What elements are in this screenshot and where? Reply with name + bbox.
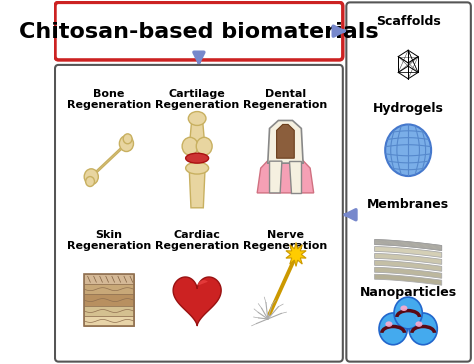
Polygon shape xyxy=(286,242,306,266)
FancyBboxPatch shape xyxy=(55,3,343,60)
Circle shape xyxy=(86,177,94,186)
Polygon shape xyxy=(197,280,208,286)
Bar xyxy=(84,316,134,326)
Polygon shape xyxy=(374,267,442,278)
Text: Hydrogels: Hydrogels xyxy=(373,102,444,115)
Text: Skin
Regeneration: Skin Regeneration xyxy=(67,230,151,251)
Text: Nanoparticles: Nanoparticles xyxy=(360,286,457,298)
Polygon shape xyxy=(270,161,282,193)
Ellipse shape xyxy=(186,153,209,163)
Text: Chitosan-based biomaterials: Chitosan-based biomaterials xyxy=(19,22,379,42)
FancyBboxPatch shape xyxy=(346,3,471,361)
Polygon shape xyxy=(374,240,442,250)
Polygon shape xyxy=(189,168,205,208)
Bar xyxy=(84,274,134,326)
Ellipse shape xyxy=(186,162,209,174)
Text: Nerve
Regeneration: Nerve Regeneration xyxy=(243,230,328,251)
Polygon shape xyxy=(189,119,205,148)
Bar xyxy=(84,306,134,316)
Circle shape xyxy=(119,136,134,151)
Polygon shape xyxy=(374,253,442,264)
Circle shape xyxy=(182,137,198,155)
Polygon shape xyxy=(173,277,221,326)
Circle shape xyxy=(394,297,422,329)
Bar xyxy=(84,284,134,294)
FancyBboxPatch shape xyxy=(55,65,343,361)
Polygon shape xyxy=(374,274,442,285)
Text: Cartilage
Regeneration: Cartilage Regeneration xyxy=(155,89,239,110)
Circle shape xyxy=(379,313,407,345)
Polygon shape xyxy=(374,260,442,271)
Polygon shape xyxy=(257,153,314,193)
Circle shape xyxy=(123,134,132,144)
Text: Cardiac
Regeneration: Cardiac Regeneration xyxy=(155,230,239,251)
Bar xyxy=(84,294,134,306)
Polygon shape xyxy=(89,140,129,181)
Bar xyxy=(84,274,134,284)
Ellipse shape xyxy=(385,321,392,327)
Circle shape xyxy=(196,137,212,155)
Polygon shape xyxy=(374,246,442,257)
Polygon shape xyxy=(289,161,301,193)
Circle shape xyxy=(84,169,98,185)
Text: Scaffolds: Scaffolds xyxy=(376,15,440,28)
Ellipse shape xyxy=(188,111,206,126)
Circle shape xyxy=(409,313,438,345)
Text: Dental
Regeneration: Dental Regeneration xyxy=(243,89,328,110)
Ellipse shape xyxy=(401,305,408,311)
Text: Bone
Regeneration: Bone Regeneration xyxy=(67,89,151,110)
Polygon shape xyxy=(277,124,294,158)
Polygon shape xyxy=(268,120,303,163)
Ellipse shape xyxy=(415,321,422,327)
Text: Membranes: Membranes xyxy=(367,198,449,211)
Circle shape xyxy=(385,124,431,176)
